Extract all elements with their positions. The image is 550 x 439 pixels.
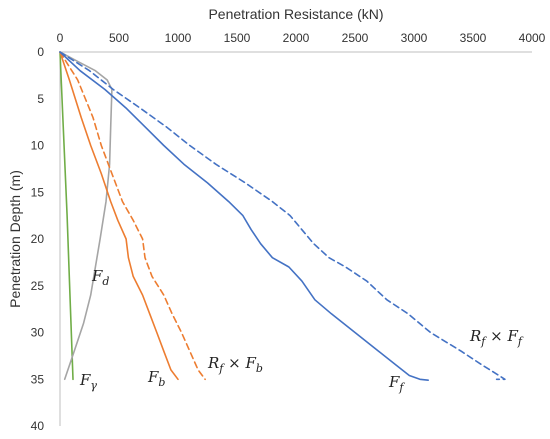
- x-tick-label: 3000: [401, 31, 428, 45]
- y-axis-ticks: 0 5 10 15 20 25 30 35 40: [31, 45, 45, 433]
- y-tick-label: 15: [31, 185, 45, 199]
- x-axis-title: Penetration Resistance (kN): [208, 6, 383, 22]
- series-line-3: [59, 51, 206, 381]
- y-tick-label: 5: [37, 92, 44, 106]
- series-label-f-b: Fb: [147, 368, 165, 389]
- y-axis-title: Penetration Depth (m): [7, 170, 23, 308]
- series-label-rf-ff: Rf × Ff: [469, 327, 524, 348]
- x-tick-label: 500: [109, 31, 129, 45]
- series-line-5: [59, 51, 506, 381]
- x-tick-label: 3500: [460, 31, 487, 45]
- y-tick-label: 35: [31, 372, 45, 386]
- y-tick-label: 10: [31, 139, 45, 153]
- x-tick-label: 4000: [519, 31, 546, 45]
- plot-frame: [59, 51, 532, 426]
- series-label-f-gamma: Fγ: [79, 371, 97, 392]
- y-tick-label: 20: [31, 232, 45, 246]
- y-tick-label: 0: [37, 45, 44, 59]
- x-tick-label: 2500: [342, 31, 369, 45]
- series-line-0: [59, 51, 74, 381]
- series-line-4: [59, 51, 429, 381]
- x-tick-label: 1500: [224, 31, 251, 45]
- x-tick-label: 0: [57, 31, 64, 45]
- y-tick-label: 30: [31, 326, 45, 340]
- series-label-rf-fb: Rf × Fb: [207, 354, 263, 375]
- series-lines: [59, 51, 506, 381]
- series-line-2: [59, 51, 179, 381]
- x-tick-label: 1000: [165, 31, 192, 45]
- x-tick-label: 2000: [283, 31, 310, 45]
- y-tick-label: 25: [31, 279, 45, 293]
- y-tick-label: 40: [31, 419, 45, 433]
- series-line-1: [59, 51, 113, 381]
- series-label-f-f: Ff: [388, 373, 405, 394]
- x-axis-ticks: 0 500 1000 1500 2000 2500 3000 3500 4000: [57, 31, 546, 45]
- series-label-f-d: Fd: [91, 267, 109, 288]
